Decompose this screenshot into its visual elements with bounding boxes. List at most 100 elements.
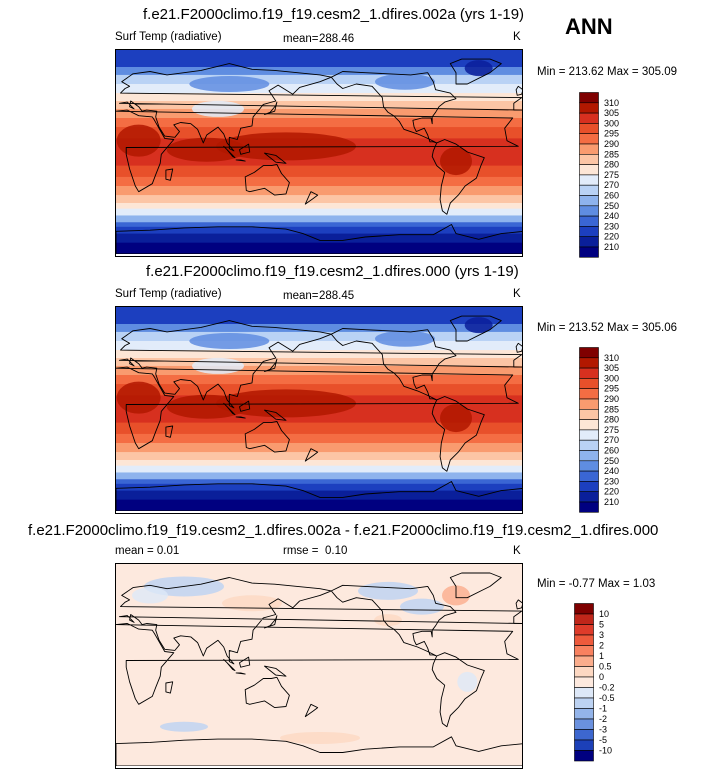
colorbar-swatch [579,174,599,186]
colorbar-tick-label: 280 [604,160,619,170]
difference-region [280,731,360,744]
panel-1-units: K [513,31,521,43]
colorbar-tick-label: 290 [604,394,619,404]
temperature-band [116,208,522,216]
coastline [244,676,290,709]
coastline [330,328,457,401]
colorbar-tick-label: -1 [599,704,607,714]
temperature-band [116,341,522,351]
colorbar-swatch [579,215,599,227]
coastline [118,577,522,665]
temperature-band [116,93,522,102]
colorbar-tick-label: 220 [604,232,619,242]
temperature-band [116,215,522,223]
temperature-band [116,74,522,85]
colorbar-tick-label: 230 [604,476,619,486]
season-label: ANN [565,14,613,39]
coastline [304,448,319,462]
colorbar-swatch [579,164,599,176]
colorbar-swatch [579,408,599,420]
temperature-band [116,460,522,467]
colorbar-swatch [579,123,599,134]
colorbar-tick-label: 2 [599,641,604,651]
colorbar-tick-label: 0.5 [599,662,612,672]
panel-2-field-label: Surf Temp (radiative) [115,288,222,300]
panel-3-mean: mean = 0.01 [115,545,180,557]
colorbar-tick-label: 300 [604,118,619,128]
temperature-band [116,443,522,453]
temperature-anomaly-region [440,147,472,176]
temperature-band [116,433,522,444]
colorbar-swatch [579,347,599,359]
panel-1-mean-label: mean= [283,33,319,45]
colorbar-tick-label: -0.5 [599,693,615,703]
panel-1-minmax: Min = 213.62 Max = 305.09 [537,66,678,78]
colorbar-tick-label: 260 [604,191,619,201]
difference-region [222,595,282,612]
panel-1-title: f.e21.F2000climo.f19_f19.cesm2_1.dfires.… [143,6,525,23]
temperature-band [116,50,522,68]
difference-region [400,598,444,615]
coastline [264,358,278,373]
temperature-band [116,222,522,228]
colorbar-swatch [579,112,599,124]
colorbar-swatch [574,624,594,636]
colorbar-swatch [574,729,594,741]
coastline [304,191,319,205]
coastline [515,85,522,96]
colorbar-swatch [579,419,599,431]
colorbar-swatch [579,439,599,451]
coastline [449,572,502,599]
difference-region [358,581,418,600]
temperature-anomaly-region [116,124,161,157]
panel-3-colorbar: 10 5 3 2 1 0.5 0 -0.2 -0.5 -1 -2 -3 -5 -10 [574,603,634,763]
colorbar-swatch [579,236,599,248]
panel-2-units: K [513,288,521,300]
coastline [116,623,519,705]
colorbar-swatch [579,378,599,389]
colorbar-swatch [579,143,599,155]
coastline [235,416,246,419]
coastline [431,652,485,728]
coastline [116,481,522,511]
colorbar-tick-label: 305 [604,363,619,373]
panel-2-mean-label: mean= [283,290,319,302]
temperature-band [116,242,522,254]
panel-1-field-label: Surf Temp (radiative) [115,31,222,43]
colorbar-tick-label: 275 [604,170,619,180]
coastline [235,672,246,675]
coastline [118,63,522,152]
temperature-anomaly-region [192,357,244,374]
coastline [118,320,522,409]
colorbar-swatch [579,133,599,145]
colorbar-swatch [579,501,599,513]
colorbar-swatch [574,739,594,751]
coastline [116,736,522,766]
coastline [330,71,457,144]
colorbar-tick-label: 250 [604,456,619,466]
panel-1-mean-value: 288.46 [319,33,355,45]
colorbar-swatch [579,491,599,503]
coastline [223,402,236,416]
coastline [235,159,246,162]
coastline [116,109,519,193]
coastline [330,584,457,657]
temperature-anomaly-region [375,73,435,90]
panel-3-units: K [513,545,521,557]
colorbar-tick-label: 5 [599,620,604,630]
temperature-band [116,67,522,76]
coastline [264,152,287,164]
temperature-anomaly-region [216,389,356,418]
coastline [515,342,522,353]
colorbar-tick-label: 295 [604,384,619,394]
temperature-anomaly-region [464,317,493,334]
panel-1-colorbar: 310 305 300 295 290 285 280 275 270 260 250 240 230 2… [579,92,639,259]
temperature-band [116,375,522,385]
temperature-band [116,472,522,480]
colorbar-tick-label: 270 [604,435,619,445]
coastline [264,409,287,421]
temperature-anomaly-region [189,76,270,92]
colorbar-tick-label: 230 [604,221,619,231]
coastline [116,224,522,254]
panel-2-map [115,306,523,514]
